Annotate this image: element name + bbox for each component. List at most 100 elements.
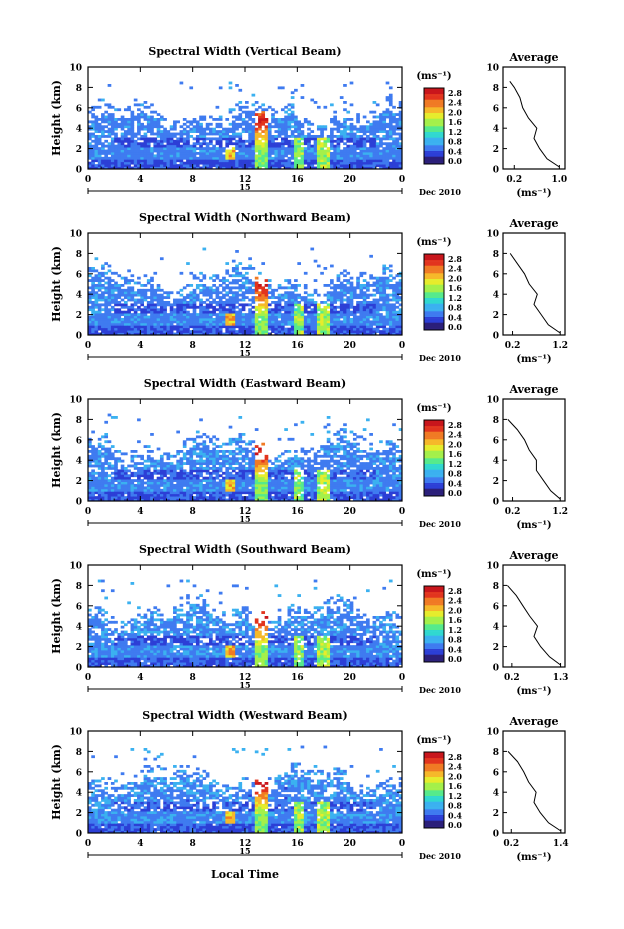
heatmap-cell: [235, 103, 239, 107]
heatmap-cell: [254, 298, 259, 302]
heatmap-cell: [140, 484, 144, 487]
heatmap-cell: [238, 279, 243, 282]
heatmap-cell: [150, 484, 154, 487]
heatmap-cell: [137, 313, 141, 316]
heatmap-cell: [238, 435, 243, 439]
heatmap-cell: [241, 284, 246, 287]
heatmap-cell: [104, 493, 109, 497]
heatmap-cell: [316, 147, 321, 150]
heatmap-cell: [313, 156, 318, 160]
heatmap-cell: [199, 459, 203, 463]
heatmap-cell: [104, 301, 109, 304]
heatmap-cell: [212, 310, 216, 314]
average-y-tick-label: 4: [493, 291, 499, 301]
heatmap-cell: [248, 440, 252, 444]
heatmap-cell: [359, 137, 364, 141]
heatmap-cell: [398, 284, 403, 287]
heatmap-cell: [179, 486, 184, 490]
heatmap-cell: [241, 276, 246, 280]
heatmap-cell: [127, 305, 131, 309]
heatmap-cell: [284, 132, 288, 136]
heatmap-cell: [94, 115, 99, 119]
heatmap-cell: [303, 166, 308, 170]
y-tick-label: 2: [76, 311, 82, 321]
heatmap-cell: [137, 120, 141, 124]
heatmap-cell: [339, 161, 344, 165]
heatmap-cell: [369, 142, 373, 146]
heatmap-cell: [388, 137, 393, 141]
heatmap-cell: [267, 166, 272, 170]
heatmap-cell: [179, 144, 184, 148]
heatmap-cell: [388, 127, 393, 131]
heatmap-cell: [130, 496, 135, 499]
heatmap-cell: [330, 293, 334, 297]
heatmap-cell: [91, 276, 95, 280]
heatmap-cell: [241, 120, 246, 124]
heatmap-cell: [195, 296, 200, 299]
heatmap-cell: [110, 279, 115, 282]
heatmap-cell: [280, 325, 285, 329]
heatmap-cell: [150, 481, 154, 485]
heatmap-cell: [382, 298, 387, 302]
heatmap-cell: [150, 310, 154, 314]
heatmap-cell: [212, 452, 216, 456]
heatmap-cell: [258, 315, 262, 319]
colorbar-segment: [424, 269, 444, 272]
heatmap-cell: [258, 303, 262, 307]
heatmap-cell: [114, 159, 118, 163]
heatmap-cell: [186, 144, 190, 148]
heatmap-cell: [212, 152, 216, 155]
heatmap-cell: [254, 159, 259, 163]
heatmap-cell: [176, 120, 180, 124]
heatmap-cell: [294, 152, 298, 155]
heatmap-cell: [290, 132, 295, 136]
heatmap-cell: [248, 310, 252, 314]
heatmap-cell: [189, 315, 194, 319]
heatmap-cell: [245, 318, 249, 321]
heatmap-cell: [231, 135, 236, 138]
heatmap-cell: [382, 301, 387, 304]
heatmap-cell: [313, 315, 318, 319]
heatmap-cell: [150, 433, 154, 436]
heatmap-cell: [91, 286, 95, 290]
heatmap-cell: [156, 327, 161, 331]
heatmap-cell: [209, 486, 213, 490]
heatmap-cell: [323, 320, 328, 324]
heatmap-cell: [382, 327, 387, 331]
heatmap-cell: [392, 298, 396, 302]
heatmap-cell: [110, 452, 115, 456]
heatmap-cell: [107, 264, 112, 268]
heatmap-cell: [261, 130, 266, 133]
heatmap-cell: [261, 305, 266, 309]
heatmap-cell: [316, 330, 321, 333]
heatmap-cell: [88, 322, 92, 326]
heatmap-cell: [137, 315, 141, 319]
heatmap-cell: [235, 144, 239, 148]
heatmap-cell: [88, 471, 92, 475]
heatmap-cell: [94, 320, 99, 324]
heatmap-cell: [369, 132, 373, 136]
heatmap-cell: [104, 291, 109, 295]
heatmap-cell: [189, 471, 194, 475]
heatmap-cell: [88, 269, 92, 273]
heatmap-cell: [294, 320, 298, 324]
heatmap-cell: [245, 159, 249, 163]
heatmap-cell: [166, 462, 171, 465]
heatmap-cell: [169, 308, 174, 312]
heatmap-cell: [310, 135, 315, 138]
heatmap-cell: [245, 288, 249, 292]
heatmap-cell: [277, 130, 282, 133]
heatmap-cell: [248, 132, 252, 136]
heatmap-cell: [146, 130, 151, 133]
heatmap-cell: [228, 486, 233, 490]
heatmap-cell: [398, 137, 403, 141]
heatmap-cell: [218, 161, 223, 165]
heatmap-cell: [199, 149, 203, 153]
heatmap-cell: [349, 305, 354, 309]
heatmap-cell: [137, 486, 141, 490]
heatmap-cell: [110, 308, 115, 312]
heatmap-cell: [225, 164, 230, 167]
heatmap-cell: [91, 159, 95, 163]
heatmap-cell: [114, 325, 118, 329]
heatmap-cell: [107, 291, 112, 295]
